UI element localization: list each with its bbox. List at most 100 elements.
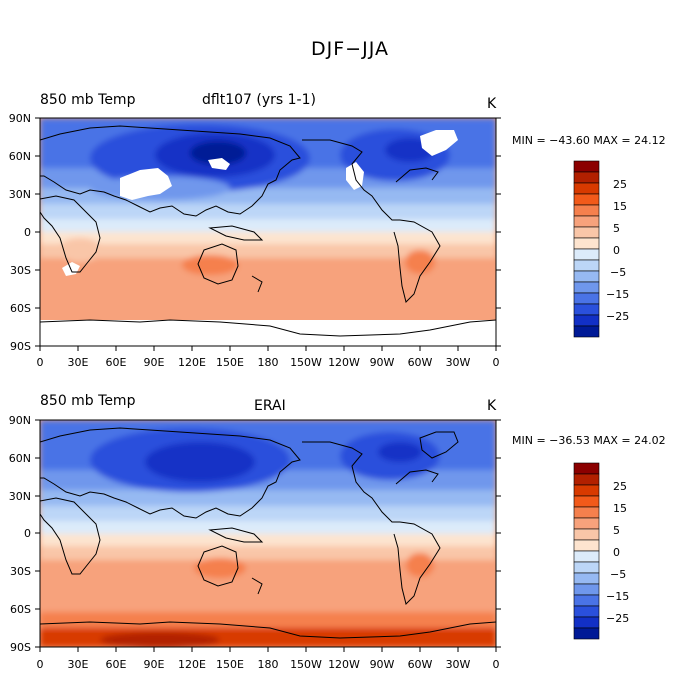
colorbar-swatch bbox=[573, 616, 600, 629]
colorbar-label: −25 bbox=[606, 612, 629, 625]
lat-labels-bottom: 90N 60N 30N 0 30S 60S 90S bbox=[9, 414, 31, 654]
colorbar-swatch bbox=[573, 292, 600, 305]
lat-label: 60N bbox=[9, 452, 31, 465]
lat-label: 90N bbox=[9, 414, 31, 427]
lon-label: 90W bbox=[370, 356, 395, 369]
lon-label: 120W bbox=[328, 658, 360, 671]
colorbar-swatch bbox=[573, 303, 600, 316]
colorbar-swatch bbox=[573, 204, 600, 217]
colorbar-swatch bbox=[573, 517, 600, 530]
colorbar-label: 0 bbox=[613, 244, 620, 257]
panel-variable-label: 850 mb Temp bbox=[40, 92, 136, 108]
lon-labels-bottom: 0 30E 60E 90E 120E 150E 180 150W 120W 90… bbox=[37, 658, 500, 671]
min-max-stats: MIN = −36.53 MAX = 24.02 bbox=[512, 434, 666, 447]
colorbar-label: −15 bbox=[606, 288, 629, 301]
colorbar-swatch bbox=[573, 182, 600, 195]
colorbar-swatch bbox=[573, 605, 600, 618]
colorbar-swatch bbox=[573, 539, 600, 552]
lon-label: 30E bbox=[68, 356, 89, 369]
colorbar-label: −25 bbox=[606, 310, 629, 323]
colorbar-swatch bbox=[573, 583, 600, 596]
map-panel-top: 850 mb Temp dflt107 (yrs 1-1) K bbox=[9, 92, 666, 369]
figure-title: DJF−JJA bbox=[311, 38, 389, 60]
lon-label: 120E bbox=[178, 658, 206, 671]
coastlines bbox=[40, 427, 496, 639]
colorbar-label: −5 bbox=[610, 266, 626, 279]
lon-label: 0 bbox=[37, 658, 44, 671]
colorbar-swatch bbox=[573, 270, 600, 283]
lon-label: 30W bbox=[446, 356, 471, 369]
panel-case-label: ERAI bbox=[254, 398, 286, 414]
colorbar-top bbox=[573, 160, 600, 338]
lon-label: 60E bbox=[106, 356, 127, 369]
lat-label: 90S bbox=[10, 340, 31, 353]
colorbar-labels-bottom: 25 15 5 0 −5 −15 −25 bbox=[606, 480, 629, 625]
colorbar-swatch bbox=[573, 226, 600, 239]
colorbar-swatch bbox=[573, 495, 600, 508]
colorbar-label: 5 bbox=[613, 222, 620, 235]
lon-label: 30E bbox=[68, 658, 89, 671]
lon-label: 90E bbox=[144, 658, 165, 671]
coastlines bbox=[40, 125, 496, 337]
lon-label: 0 bbox=[493, 356, 500, 369]
axis-ticks bbox=[35, 117, 501, 351]
colorbar-label: 15 bbox=[613, 502, 627, 515]
lon-label: 90W bbox=[370, 658, 395, 671]
panel-units-label: K bbox=[487, 398, 497, 414]
panel-variable-label: 850 mb Temp bbox=[40, 393, 136, 409]
lat-label: 60S bbox=[10, 302, 31, 315]
colorbar-swatch bbox=[573, 259, 600, 272]
colorbar-label: 5 bbox=[613, 524, 620, 537]
lon-label: 0 bbox=[493, 658, 500, 671]
colorbar-swatch bbox=[573, 215, 600, 228]
colorbar-label: 25 bbox=[613, 178, 627, 191]
colorbar-swatch bbox=[573, 171, 600, 184]
lon-label: 150W bbox=[290, 658, 322, 671]
missing-data-siberia bbox=[208, 158, 230, 170]
lon-label: 120W bbox=[328, 356, 360, 369]
panel-case-label: dflt107 (yrs 1-1) bbox=[202, 92, 316, 108]
lat-label: 90N bbox=[9, 112, 31, 125]
map-panel-bottom: 850 mb Temp ERAI K bbox=[9, 393, 666, 671]
lat-label: 60N bbox=[9, 150, 31, 163]
lon-label: 150E bbox=[216, 356, 244, 369]
lat-labels-top: 90N 60N 30N 0 30S 60S 90S bbox=[9, 112, 31, 353]
colorbar-swatch bbox=[573, 248, 600, 261]
lat-label: 60S bbox=[10, 603, 31, 616]
lat-label: 90S bbox=[10, 641, 31, 654]
colorbar-label: −5 bbox=[610, 568, 626, 581]
lon-label: 0 bbox=[37, 356, 44, 369]
temperature-field bbox=[40, 118, 496, 346]
colorbar-swatch bbox=[573, 160, 600, 173]
colorbar-label: −15 bbox=[606, 590, 629, 603]
colorbar-bottom bbox=[573, 462, 600, 640]
panel-units-label: K bbox=[487, 96, 497, 112]
colorbar-swatch bbox=[573, 473, 600, 486]
lon-label: 180 bbox=[258, 356, 279, 369]
colorbar-swatch bbox=[573, 561, 600, 574]
lat-label: 30S bbox=[10, 565, 31, 578]
lon-label: 60W bbox=[408, 356, 433, 369]
colorbar-swatch bbox=[573, 462, 600, 475]
colorbar-swatch bbox=[573, 594, 600, 607]
lat-label: 30N bbox=[9, 490, 31, 503]
lon-label: 180 bbox=[258, 658, 279, 671]
colorbar-swatch bbox=[573, 506, 600, 519]
colorbar-labels-top: 25 15 5 0 −5 −15 −25 bbox=[606, 178, 629, 323]
colorbar-label: 0 bbox=[613, 546, 620, 559]
lon-labels-top: 0 30E 60E 90E 120E 150E 180 150W 120W 90… bbox=[37, 356, 500, 369]
colorbar-swatch bbox=[573, 550, 600, 563]
lon-label: 60E bbox=[106, 658, 127, 671]
axis-ticks bbox=[35, 419, 501, 652]
temperature-field bbox=[40, 420, 496, 647]
colorbar-swatch bbox=[573, 484, 600, 497]
colorbar-swatch bbox=[573, 572, 600, 585]
colorbar-swatch bbox=[573, 237, 600, 250]
lon-label: 30W bbox=[446, 658, 471, 671]
colorbar-label: 25 bbox=[613, 480, 627, 493]
colorbar-swatch bbox=[573, 314, 600, 327]
colorbar-swatch bbox=[573, 325, 600, 338]
colorbar-swatch bbox=[573, 281, 600, 294]
lon-label: 60W bbox=[408, 658, 433, 671]
colorbar-label: 15 bbox=[613, 200, 627, 213]
